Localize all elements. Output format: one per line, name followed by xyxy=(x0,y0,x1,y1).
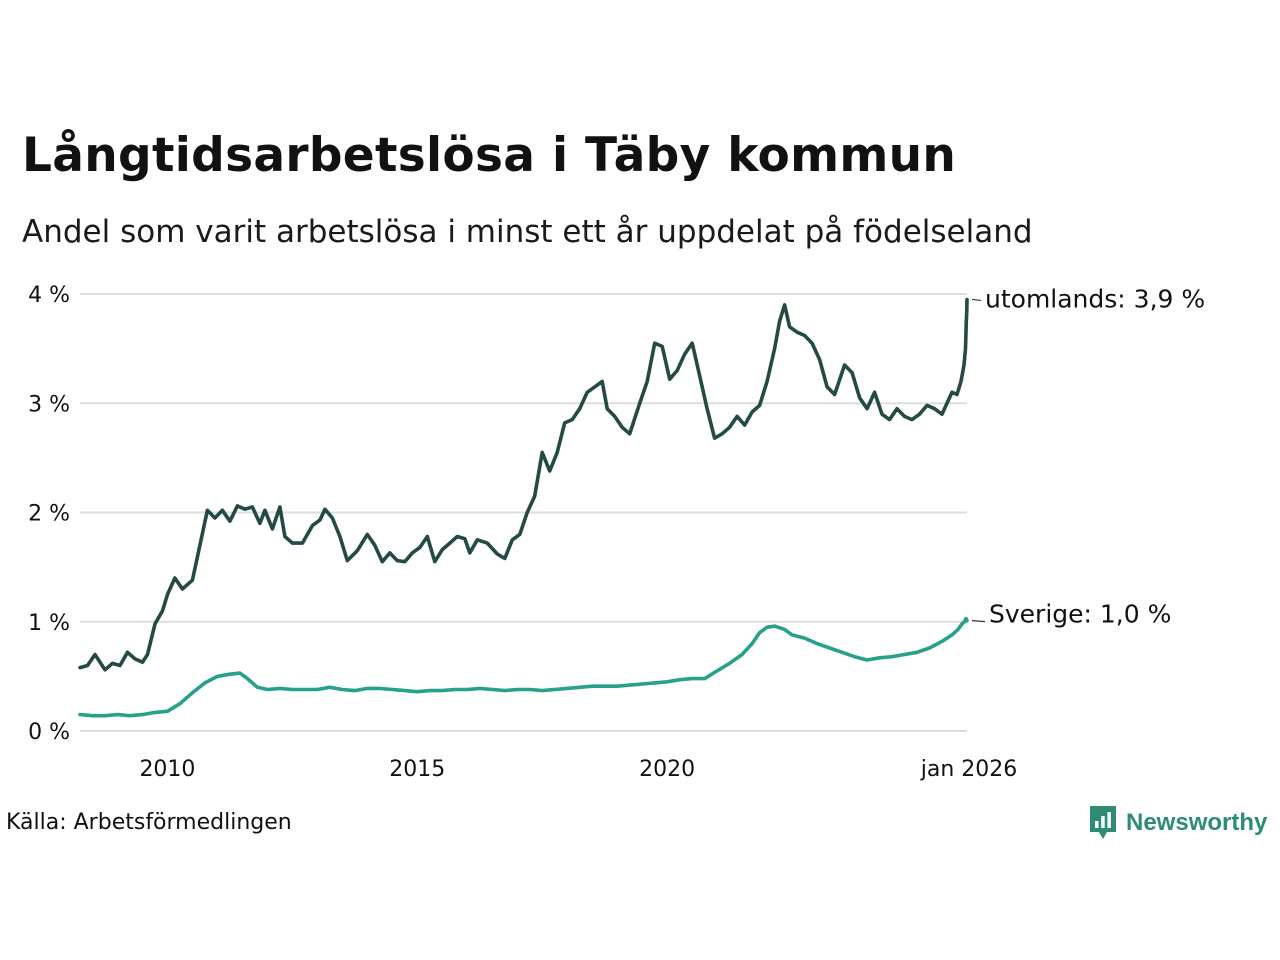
source-note: Källa: Arbetsförmedlingen xyxy=(6,810,292,835)
series-line-utomlands xyxy=(78,297,969,672)
series-lines xyxy=(78,297,969,718)
x-tick-label: 2015 xyxy=(389,757,445,782)
series-end-label-utomlands: utomlands: 3,9 % xyxy=(985,284,1205,313)
y-tick-label: 0 % xyxy=(28,720,70,745)
newsworthy-icon xyxy=(1090,806,1116,839)
x-tick-label: 2020 xyxy=(639,757,695,782)
y-tick-label: 2 % xyxy=(28,502,70,527)
series-line-sverige xyxy=(78,616,969,718)
series-end-label-sverige: Sverige: 1,0 % xyxy=(989,600,1171,629)
y-tick-label: 4 % xyxy=(28,283,70,308)
x-axis: 2010 2015 2020 jan 2026 xyxy=(139,757,1017,782)
chart-subtitle: Andel som varit arbetslösa i minst ett å… xyxy=(22,214,1033,250)
y-tick-label: 1 % xyxy=(28,611,70,636)
chart-title: Långtidsarbetslösa i Täby kommun xyxy=(22,128,957,183)
end-label-leader xyxy=(971,620,986,623)
brand-logo[interactable]: Newsworthy xyxy=(1088,804,1267,842)
gridlines xyxy=(80,293,967,732)
y-tick-label: 3 % xyxy=(28,392,70,417)
x-tick-label: 2010 xyxy=(139,757,195,782)
end-label-leader xyxy=(971,298,982,302)
end-labels: utomlands: 3,9 % Sverige: 1,0 % xyxy=(971,284,1205,629)
y-axis: 0 % 1 % 2 % 3 % 4 % xyxy=(28,283,70,745)
brand-name: Newsworthy xyxy=(1126,809,1268,836)
x-tick-label: jan 2026 xyxy=(920,757,1018,782)
